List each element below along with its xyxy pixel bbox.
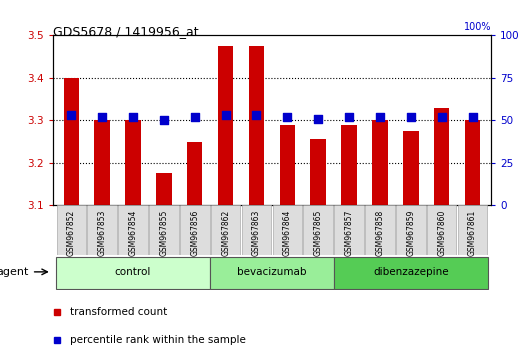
Bar <box>95 120 110 205</box>
Text: GSM967859: GSM967859 <box>407 209 416 256</box>
FancyBboxPatch shape <box>334 257 488 289</box>
Bar <box>125 120 141 205</box>
Bar <box>63 78 79 205</box>
FancyBboxPatch shape <box>304 205 333 255</box>
Text: 100%: 100% <box>464 22 491 32</box>
Bar <box>342 125 357 205</box>
FancyBboxPatch shape <box>87 205 117 255</box>
Bar <box>434 108 449 205</box>
Text: bevacizumab: bevacizumab <box>237 267 307 277</box>
Text: GSM967853: GSM967853 <box>98 209 107 256</box>
Text: percentile rank within the sample: percentile rank within the sample <box>70 335 246 345</box>
Point <box>283 114 291 120</box>
Bar <box>249 46 264 205</box>
Point <box>191 114 199 120</box>
FancyBboxPatch shape <box>334 205 364 255</box>
Bar <box>280 125 295 205</box>
Point <box>314 116 323 121</box>
Text: GSM967857: GSM967857 <box>345 209 354 256</box>
Text: GSM967863: GSM967863 <box>252 209 261 256</box>
Point <box>98 114 107 120</box>
Text: GSM967858: GSM967858 <box>375 209 384 256</box>
FancyBboxPatch shape <box>242 205 271 255</box>
FancyBboxPatch shape <box>56 257 210 289</box>
FancyBboxPatch shape <box>56 205 86 255</box>
Text: GSM967860: GSM967860 <box>437 209 446 256</box>
Point <box>67 113 76 118</box>
Text: GSM967862: GSM967862 <box>221 209 230 256</box>
FancyBboxPatch shape <box>427 205 457 255</box>
Text: agent: agent <box>0 267 29 277</box>
Point <box>376 114 384 120</box>
FancyBboxPatch shape <box>180 205 210 255</box>
Bar <box>218 46 233 205</box>
Bar <box>310 139 326 205</box>
FancyBboxPatch shape <box>272 205 302 255</box>
Text: GSM967861: GSM967861 <box>468 209 477 256</box>
Text: GSM967852: GSM967852 <box>67 209 76 256</box>
FancyBboxPatch shape <box>396 205 426 255</box>
FancyBboxPatch shape <box>118 205 148 255</box>
FancyBboxPatch shape <box>210 257 334 289</box>
Text: GSM967864: GSM967864 <box>283 209 292 256</box>
Bar <box>156 173 172 205</box>
Text: GSM967856: GSM967856 <box>190 209 199 256</box>
Bar <box>403 131 419 205</box>
Text: dibenzazepine: dibenzazepine <box>373 267 449 277</box>
Text: GSM967865: GSM967865 <box>314 209 323 256</box>
FancyBboxPatch shape <box>365 205 395 255</box>
Bar <box>465 120 480 205</box>
Point <box>345 114 353 120</box>
Text: control: control <box>115 267 151 277</box>
Bar <box>187 142 202 205</box>
FancyBboxPatch shape <box>458 205 487 255</box>
Point <box>468 114 477 120</box>
Text: transformed count: transformed count <box>70 307 167 316</box>
Point <box>437 114 446 120</box>
FancyBboxPatch shape <box>149 205 178 255</box>
Point <box>221 113 230 118</box>
Point <box>129 114 137 120</box>
Text: GSM967855: GSM967855 <box>159 209 168 256</box>
Point <box>159 118 168 123</box>
FancyBboxPatch shape <box>211 205 240 255</box>
Bar <box>372 120 388 205</box>
Text: GSM967854: GSM967854 <box>128 209 137 256</box>
Point <box>407 114 415 120</box>
Point <box>252 113 261 118</box>
Text: GDS5678 / 1419956_at: GDS5678 / 1419956_at <box>53 25 199 38</box>
